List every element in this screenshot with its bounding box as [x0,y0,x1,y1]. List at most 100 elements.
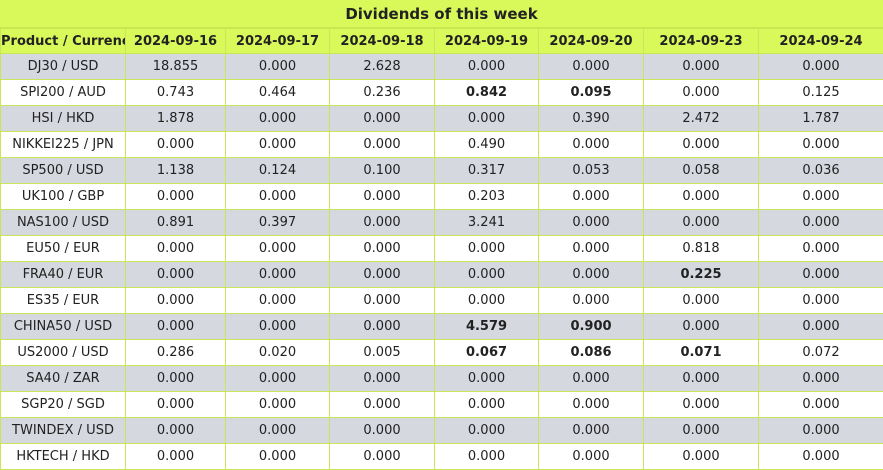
dividend-value-cell: 0.464 [226,80,330,106]
dividend-value-cell: 0.000 [330,236,435,262]
dividend-value-cell: 0.000 [644,418,759,444]
dividend-value-cell: 2.472 [644,106,759,132]
product-cell: SGP20 / SGD [1,392,126,418]
dividend-value-cell: 0.000 [126,132,226,158]
dividend-value-cell: 0.000 [435,392,539,418]
dividend-value-cell: 0.000 [644,184,759,210]
dividend-value-cell: 0.000 [330,262,435,288]
dividend-value-cell: 1.878 [126,106,226,132]
product-cell: DJ30 / USD [1,54,126,80]
dividend-value-cell: 0.397 [226,210,330,236]
dividend-value-cell: 0.000 [539,418,644,444]
column-header-date: 2024-09-20 [539,29,644,54]
dividend-value-cell: 0.900 [539,314,644,340]
dividend-value-cell: 0.000 [226,184,330,210]
dividend-value-cell: 0.000 [759,54,883,80]
product-cell: HSI / HKD [1,106,126,132]
dividend-value-cell: 0.000 [759,184,883,210]
dividend-value-cell: 0.000 [539,262,644,288]
dividend-value-cell: 0.000 [759,236,883,262]
dividend-value-cell: 0.000 [539,366,644,392]
table-title: Dividends of this week [0,0,883,28]
dividend-value-cell: 0.053 [539,158,644,184]
product-cell: SPI200 / AUD [1,80,126,106]
dividend-value-cell: 0.000 [759,418,883,444]
dividend-value-cell: 0.000 [539,444,644,470]
dividend-value-cell: 0.000 [226,106,330,132]
dividend-value-cell: 0.000 [435,418,539,444]
dividend-value-cell: 0.000 [435,236,539,262]
dividend-value-cell: 0.000 [126,314,226,340]
dividend-value-cell: 0.071 [644,340,759,366]
dividend-value-cell: 0.000 [126,288,226,314]
dividend-value-cell: 0.000 [644,392,759,418]
dividend-value-cell: 1.138 [126,158,226,184]
dividend-value-cell: 0.000 [226,314,330,340]
dividend-value-cell: 0.000 [126,236,226,262]
dividend-value-cell: 0.000 [126,262,226,288]
dividend-value-cell: 0.743 [126,80,226,106]
dividend-value-cell: 0.000 [435,262,539,288]
column-header-product: Product / Currency [1,29,126,54]
dividend-value-cell: 0.000 [539,184,644,210]
dividend-value-cell: 0.036 [759,158,883,184]
dividend-value-cell: 0.000 [644,132,759,158]
dividend-value-cell: 0.000 [435,444,539,470]
column-header-date: 2024-09-16 [126,29,226,54]
product-cell: SP500 / USD [1,158,126,184]
dividend-value-cell: 0.095 [539,80,644,106]
dividend-value-cell: 0.005 [330,340,435,366]
dividend-value-cell: 0.000 [539,236,644,262]
dividend-value-cell: 0.000 [759,210,883,236]
dividend-value-cell: 0.000 [226,132,330,158]
dividend-value-cell: 1.787 [759,106,883,132]
dividend-value-cell: 0.000 [226,262,330,288]
dividend-value-cell: 0.390 [539,106,644,132]
dividend-value-cell: 0.000 [226,392,330,418]
column-header-date: 2024-09-23 [644,29,759,54]
dividend-value-cell: 0.020 [226,340,330,366]
dividend-value-cell: 0.000 [126,366,226,392]
column-header-date: 2024-09-17 [226,29,330,54]
product-cell: CHINA50 / USD [1,314,126,340]
dividend-value-cell: 0.000 [539,288,644,314]
column-header-date: 2024-09-18 [330,29,435,54]
dividend-value-cell: 0.000 [644,80,759,106]
column-header-date: 2024-09-19 [435,29,539,54]
dividend-value-cell: 0.000 [435,366,539,392]
dividend-value-cell: 0.000 [330,366,435,392]
dividend-value-cell: 0.000 [435,54,539,80]
dividend-value-cell: 0.317 [435,158,539,184]
product-cell: HKTECH / HKD [1,444,126,470]
dividend-value-cell: 0.000 [644,444,759,470]
dividend-value-cell: 0.000 [644,288,759,314]
column-header-date: 2024-09-24 [759,29,883,54]
dividend-value-cell: 0.000 [759,314,883,340]
dividend-value-cell: 0.000 [644,54,759,80]
product-cell: SA40 / ZAR [1,366,126,392]
dividend-value-cell: 18.855 [126,54,226,80]
dividend-value-cell: 0.000 [330,288,435,314]
dividend-value-cell: 0.000 [539,132,644,158]
product-cell: NIKKEI225 / JPN [1,132,126,158]
dividend-value-cell: 0.100 [330,158,435,184]
dividend-value-cell: 0.236 [330,80,435,106]
dividend-value-cell: 0.000 [126,184,226,210]
dividend-value-cell: 0.000 [126,418,226,444]
dividend-value-cell: 0.000 [435,106,539,132]
dividend-value-cell: 0.286 [126,340,226,366]
dividend-value-cell: 0.072 [759,340,883,366]
product-cell: TWINDEX / USD [1,418,126,444]
dividend-value-cell: 0.000 [644,210,759,236]
product-cell: US2000 / USD [1,340,126,366]
dividends-table: Product / Currency 2024-09-16 2024-09-17… [0,28,883,470]
dividend-value-cell: 0.000 [644,314,759,340]
